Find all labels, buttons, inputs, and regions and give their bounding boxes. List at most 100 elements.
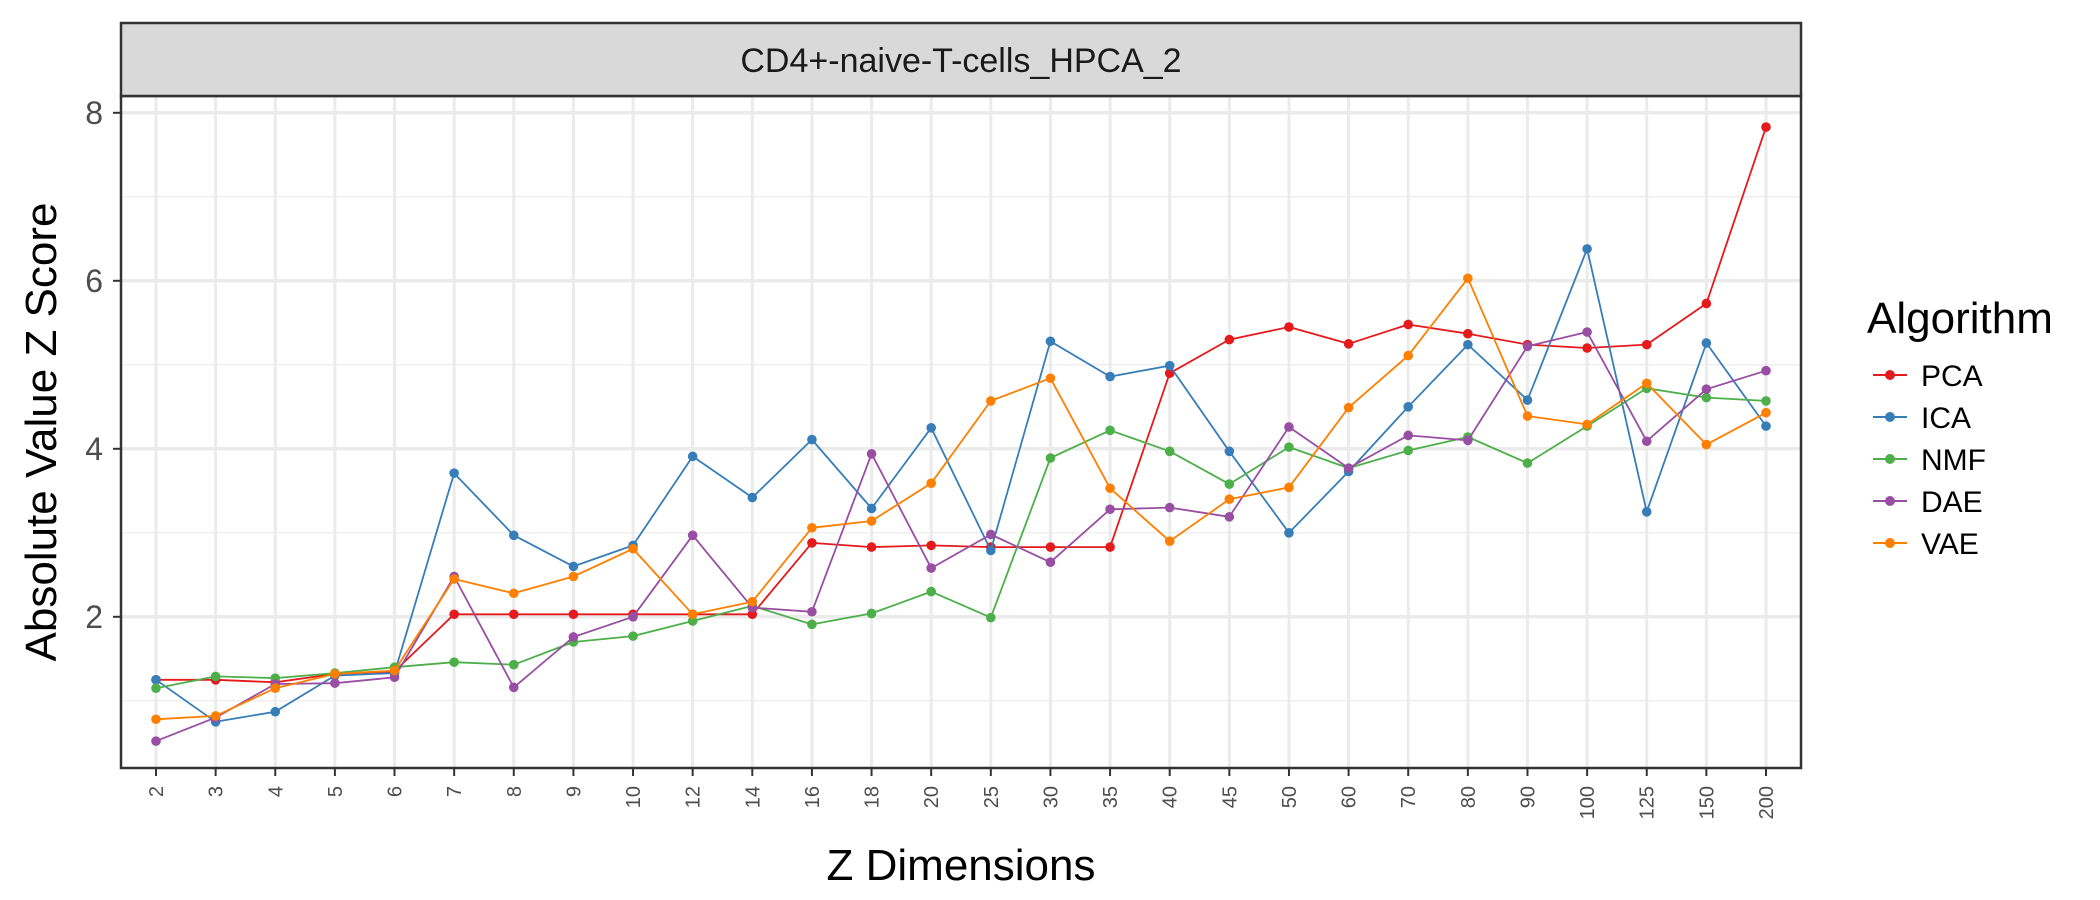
data-point-ica bbox=[449, 468, 459, 478]
series-vae bbox=[151, 273, 1771, 725]
data-point-dae bbox=[1045, 557, 1056, 567]
data-point-nmf bbox=[1164, 446, 1175, 457]
data-point-vae bbox=[449, 574, 459, 584]
data-point-dae bbox=[508, 682, 519, 693]
x-axis: 2 3 4 5 6 7 8 9 10 12 14 16 18 20 25 30 35 40 45 50 60 70 80 90… bbox=[146, 768, 1778, 819]
data-point-ica bbox=[151, 675, 161, 685]
data-point-dae bbox=[1582, 327, 1592, 337]
y-axis-title: Absolute Value Z Score bbox=[17, 203, 66, 662]
x-tick-label: 100 bbox=[1577, 786, 1599, 819]
data-point-ica bbox=[1403, 402, 1414, 412]
legend-item-pca: PCA bbox=[1873, 360, 1983, 393]
data-point-pca bbox=[1045, 542, 1056, 552]
data-point-ica bbox=[568, 561, 579, 572]
data-point-nmf bbox=[151, 683, 161, 693]
data-point-dae bbox=[986, 529, 996, 540]
data-point-ica bbox=[1582, 244, 1592, 254]
series-line-dae bbox=[155, 331, 1767, 742]
data-point-nmf bbox=[1403, 445, 1414, 456]
data-point-nmf bbox=[926, 586, 936, 597]
legend-item-vae: VAE bbox=[1873, 528, 1979, 561]
x-tick-label: 5 bbox=[325, 786, 347, 797]
x-tick-label: 2 bbox=[146, 786, 168, 797]
data-point-dae bbox=[1522, 341, 1533, 352]
data-point-nmf bbox=[1701, 392, 1712, 403]
data-point-vae bbox=[1403, 350, 1414, 361]
data-point-pca bbox=[866, 542, 877, 552]
x-tick-label: 4 bbox=[265, 786, 287, 797]
data-point-vae bbox=[1641, 378, 1652, 389]
data-point-vae bbox=[270, 683, 281, 693]
data-point-ica bbox=[1522, 395, 1533, 405]
data-point-vae bbox=[389, 665, 400, 676]
data-point-pca bbox=[1164, 368, 1175, 379]
minor-gridlines bbox=[121, 195, 1801, 702]
data-point-vae bbox=[568, 571, 579, 582]
data-point-ica bbox=[270, 706, 281, 717]
data-point-pca bbox=[1105, 542, 1115, 552]
y-axis: 2 4 6 8 bbox=[85, 95, 121, 635]
data-point-vae bbox=[747, 596, 758, 607]
data-point-vae bbox=[1045, 373, 1056, 384]
x-tick-label: 9 bbox=[563, 786, 585, 797]
legend-item-ica: ICA bbox=[1873, 402, 1971, 435]
data-point-vae bbox=[1701, 439, 1712, 450]
data-point-pca bbox=[807, 538, 817, 548]
data-point-pca bbox=[926, 540, 936, 551]
x-tick-label: 10 bbox=[623, 786, 645, 808]
data-point-ica bbox=[1224, 446, 1235, 457]
data-point-nmf bbox=[1284, 442, 1294, 452]
data-point-pca bbox=[449, 609, 459, 620]
data-point-pca bbox=[1284, 322, 1294, 332]
x-tick-label: 3 bbox=[206, 786, 228, 797]
data-point-nmf bbox=[508, 659, 519, 670]
data-point-nmf bbox=[449, 657, 459, 667]
data-point-vae bbox=[807, 522, 817, 533]
data-point-pca bbox=[1582, 343, 1592, 353]
x-tick-label: 80 bbox=[1458, 786, 1480, 808]
data-point-dae bbox=[1164, 502, 1175, 513]
x-tick-label: 14 bbox=[742, 786, 764, 808]
x-tick-label: 16 bbox=[802, 786, 824, 808]
x-tick-label: 40 bbox=[1160, 786, 1182, 808]
data-point-vae bbox=[151, 714, 161, 725]
x-tick-label: 30 bbox=[1040, 786, 1062, 808]
data-point-vae bbox=[1284, 482, 1294, 493]
data-point-vae bbox=[926, 478, 936, 489]
data-point-dae bbox=[628, 612, 638, 622]
data-point-vae bbox=[1224, 494, 1235, 505]
x-tick-label: 50 bbox=[1279, 786, 1301, 808]
x-tick-label: 8 bbox=[504, 786, 526, 797]
y-tick-label: 6 bbox=[85, 263, 103, 299]
series-line-pca bbox=[156, 126, 1767, 684]
legend-key-point bbox=[1885, 496, 1895, 506]
data-point-nmf bbox=[1761, 396, 1771, 406]
data-point-vae bbox=[1761, 407, 1771, 418]
data-point-ica bbox=[866, 503, 877, 514]
legend-key-point bbox=[1885, 370, 1895, 380]
data-point-nmf bbox=[210, 671, 221, 682]
data-point-nmf bbox=[1045, 453, 1056, 463]
data-point-ica bbox=[1761, 421, 1771, 431]
legend-item-nmf: NMF bbox=[1873, 444, 1986, 477]
data-point-dae bbox=[926, 563, 936, 573]
data-point-vae bbox=[330, 669, 340, 679]
data-point-dae bbox=[389, 672, 400, 683]
data-point-vae bbox=[986, 396, 996, 406]
data-point-vae bbox=[1582, 419, 1592, 430]
data-point-nmf bbox=[866, 608, 877, 619]
facet-strip-title: CD4+-naive-T-cells_HPCA_2 bbox=[740, 42, 1181, 80]
data-point-dae bbox=[1761, 365, 1771, 376]
x-tick-label: 125 bbox=[1637, 786, 1659, 819]
legend-key-point bbox=[1885, 412, 1895, 422]
data-point-nmf bbox=[807, 619, 817, 630]
legend-label-dae: DAE bbox=[1921, 486, 1983, 519]
x-tick-label: 7 bbox=[444, 786, 466, 797]
data-point-pca bbox=[1343, 339, 1354, 349]
legend-label-pca: PCA bbox=[1921, 360, 1983, 393]
data-point-nmf bbox=[1224, 479, 1235, 489]
data-point-vae bbox=[628, 543, 638, 554]
data-point-dae bbox=[807, 606, 817, 617]
legend-title: Algorithm bbox=[1867, 294, 2053, 343]
